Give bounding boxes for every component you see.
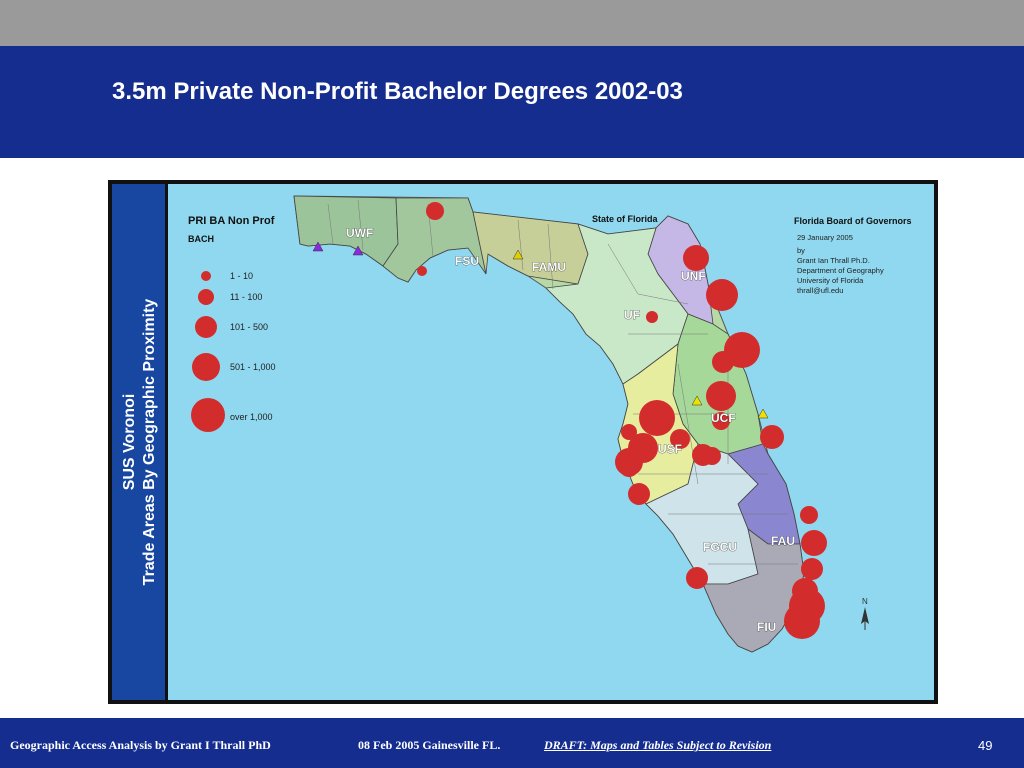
label-fiu: FIU [757, 620, 776, 634]
label-uf: UF [624, 308, 640, 322]
institution-dot [706, 279, 738, 311]
label-fau: FAU [771, 534, 795, 548]
label-uwf: UWF [346, 226, 373, 240]
institution-dot [683, 245, 709, 271]
campus-triangle [512, 249, 524, 260]
institution-dot [800, 506, 818, 524]
side-title-line1: SUS Voronoi [121, 393, 138, 491]
institution-dot [712, 351, 734, 373]
north-arrow-icon: N [861, 597, 869, 630]
campus-triangle [757, 408, 769, 419]
campus-triangle [312, 241, 324, 252]
legend-symbol-1 [201, 271, 211, 281]
institution-dot [646, 311, 658, 323]
legend-title: PRI BA Non Prof [188, 215, 275, 227]
institution-dot [628, 483, 650, 505]
side-panel: SUS Voronoi Trade Areas By Geographic Pr… [112, 184, 168, 700]
label-famu: FAMU [532, 260, 566, 274]
institution-dots [417, 202, 827, 639]
institution-dot [760, 425, 784, 449]
north-arrow-label: N [862, 597, 868, 606]
info-author: Grant Ian Thrall Ph.D. [797, 256, 870, 265]
region-fiu [702, 528, 805, 653]
footer-draft-notice: DRAFT: Maps and Tables Subject to Revisi… [544, 738, 772, 752]
info-dept: Department of Geography [797, 266, 884, 275]
institution-dot [784, 603, 820, 639]
legend-label-5: over 1,000 [230, 412, 273, 422]
campus-triangle [691, 395, 703, 406]
north-arrow-shape [861, 607, 869, 624]
legend-label-2: 11 - 100 [230, 292, 262, 302]
footer-author: Geographic Access Analysis by Grant I Th… [10, 738, 271, 752]
header-band [0, 46, 1024, 158]
institution-dot [670, 429, 690, 449]
label-fgcu: FGCU [703, 540, 737, 554]
legend-label-1: 1 - 10 [230, 271, 253, 281]
side-title-line2: Trade Areas By Geographic Proximity [141, 298, 158, 586]
label-fsu: FSU [455, 254, 479, 268]
page-number: 49 [978, 738, 993, 753]
legend-symbol-4 [192, 353, 220, 381]
side-panel-text: SUS Voronoi Trade Areas By Geographic Pr… [120, 299, 160, 586]
info-date: 29 January 2005 [797, 233, 853, 242]
institution-dot [801, 558, 823, 580]
info-email: thrall@ufl.edu [797, 286, 843, 295]
map-frame: SUS Voronoi Trade Areas By Geographic Pr… [108, 180, 938, 704]
state-label: State of Florida [592, 214, 658, 224]
legend-symbol-5 [191, 398, 225, 432]
institution-dot [712, 412, 730, 430]
county-lines [327, 199, 798, 565]
legend-label-3: 101 - 500 [230, 322, 268, 332]
campus-triangle [352, 245, 364, 256]
footer-date-place: 08 Feb 2005 Gainesville FL. [358, 738, 501, 752]
institution-dot [619, 457, 639, 477]
legend-symbol-2 [198, 289, 214, 305]
institution-dot [639, 400, 675, 436]
info-by: by [797, 246, 805, 255]
legend-label-4: 501 - 1,000 [230, 362, 276, 372]
map-legend: PRI BA Non Prof BACH 1 - 10 11 - 100 101… [188, 215, 276, 432]
label-ucf: UCF [711, 411, 736, 425]
info-title: Florida Board of Governors [794, 216, 912, 226]
legend-symbol-3 [195, 316, 217, 338]
institution-dot [801, 530, 827, 556]
institution-dot [703, 447, 721, 465]
info-univ: University of Florida [797, 276, 864, 285]
legend-subtitle: BACH [188, 234, 214, 244]
institution-dot [621, 424, 637, 440]
florida-map: PRI BA Non Prof BACH 1 - 10 11 - 100 101… [188, 195, 912, 653]
footer-band: Geographic Access Analysis by Grant I Th… [0, 718, 1024, 768]
institution-dot [706, 381, 736, 411]
campus-markers [312, 241, 769, 419]
university-labels: UWF FSU FAMU UNF UF UCF USF FAU FGCU FIU [346, 226, 796, 635]
institution-dot [417, 266, 427, 276]
region-famu [472, 211, 589, 285]
slide-title: 3.5m Private Non-Profit Bachelor Degrees… [112, 78, 683, 105]
info-block: Florida Board of Governors 29 January 20… [794, 216, 912, 295]
institution-dot [426, 202, 444, 220]
top-bar [0, 0, 1024, 46]
label-usf: USF [658, 442, 682, 456]
label-unf: UNF [681, 269, 706, 283]
institution-dot [686, 567, 708, 589]
